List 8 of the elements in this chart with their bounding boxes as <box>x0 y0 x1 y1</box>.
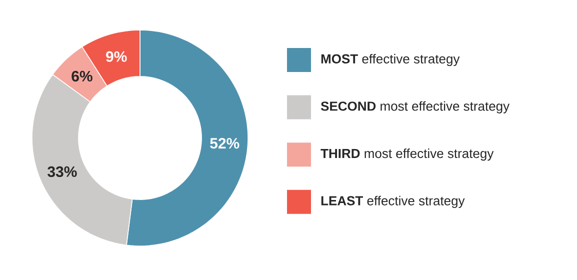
legend-label: THIRD most effective strategy <box>320 148 494 161</box>
legend-label: MOST effective strategy <box>321 54 460 66</box>
legend-label: LEAST effective strategy <box>321 196 465 208</box>
data-label: 52% <box>210 138 240 149</box>
data-label: 9% <box>106 51 127 62</box>
legend-label: SECOND most effective strategy <box>320 101 510 114</box>
data-label: 33% <box>48 166 77 177</box>
data-label: 6% <box>72 70 92 82</box>
